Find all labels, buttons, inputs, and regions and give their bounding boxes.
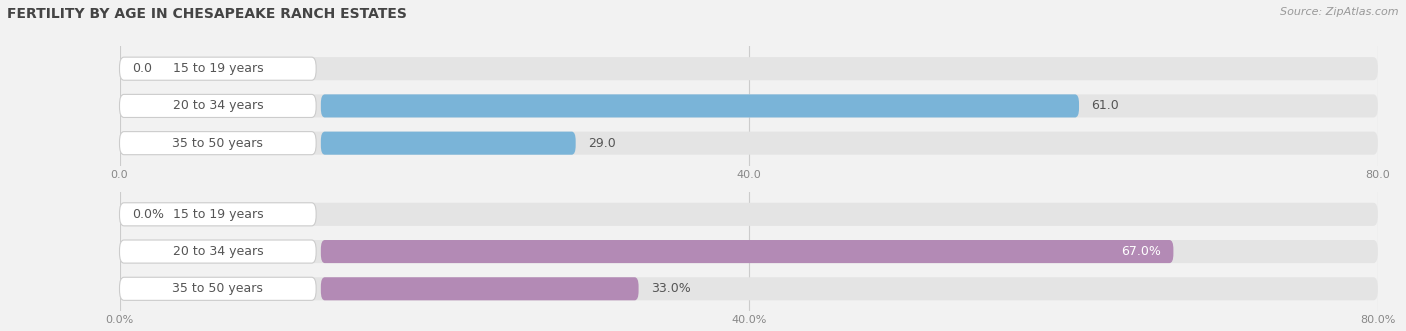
Text: FERTILITY BY AGE IN CHESAPEAKE RANCH ESTATES: FERTILITY BY AGE IN CHESAPEAKE RANCH EST… [7,7,406,21]
Text: 35 to 50 years: 35 to 50 years [173,282,263,295]
FancyBboxPatch shape [120,94,316,118]
FancyBboxPatch shape [321,277,638,300]
FancyBboxPatch shape [120,203,1378,226]
FancyBboxPatch shape [120,132,1378,155]
Text: 0.0: 0.0 [132,62,152,75]
FancyBboxPatch shape [321,132,575,155]
Text: 67.0%: 67.0% [1121,245,1161,258]
FancyBboxPatch shape [120,277,1378,300]
FancyBboxPatch shape [120,57,316,80]
Text: Source: ZipAtlas.com: Source: ZipAtlas.com [1281,7,1399,17]
FancyBboxPatch shape [120,240,316,263]
Text: 20 to 34 years: 20 to 34 years [173,245,263,258]
FancyBboxPatch shape [120,240,1378,263]
FancyBboxPatch shape [120,132,316,155]
Text: 15 to 19 years: 15 to 19 years [173,208,263,221]
Text: 35 to 50 years: 35 to 50 years [173,137,263,150]
FancyBboxPatch shape [321,94,1078,118]
FancyBboxPatch shape [120,94,1378,118]
Text: 20 to 34 years: 20 to 34 years [173,99,263,113]
FancyBboxPatch shape [120,57,1378,80]
Text: 0.0%: 0.0% [132,208,165,221]
Text: 15 to 19 years: 15 to 19 years [173,62,263,75]
FancyBboxPatch shape [120,203,316,226]
Text: 61.0: 61.0 [1091,99,1119,113]
Text: 33.0%: 33.0% [651,282,690,295]
FancyBboxPatch shape [120,277,316,300]
FancyBboxPatch shape [321,240,1174,263]
Text: 29.0: 29.0 [588,137,616,150]
